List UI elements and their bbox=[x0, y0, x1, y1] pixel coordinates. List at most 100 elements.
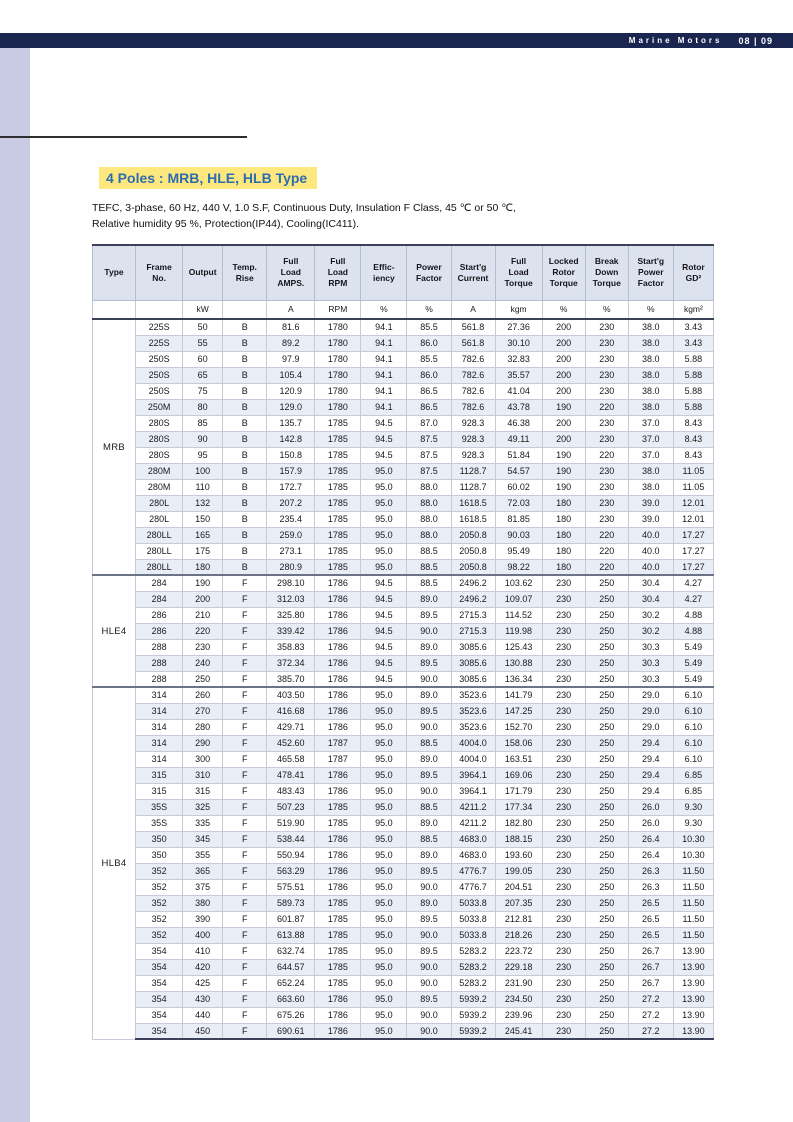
cell-full_load_torque: 147.25 bbox=[494, 702, 543, 720]
table-row: 280LL 165 B 259.0 1785 95.0 88.0 2050.8 90.03 180… bbox=[93, 526, 715, 544]
cell-efficiency: 95.0 bbox=[360, 766, 408, 784]
cell-full_load_torque: 152.70 bbox=[494, 718, 543, 736]
cell-full_load_rpm: 1780 bbox=[314, 318, 362, 336]
cell-temp_rise: B bbox=[222, 494, 268, 512]
cell-output: 345 bbox=[182, 830, 224, 848]
cell-full_load_amps: 690.61 bbox=[266, 1022, 316, 1040]
cell-full_load_amps: 97.9 bbox=[266, 350, 316, 368]
cell-starting_current: 3523.6 bbox=[450, 718, 496, 736]
table-row: 250S 65 B 105.4 1780 94.1 86.0 782.6 35.57 200 230… bbox=[93, 366, 715, 384]
cell-frame_no: 280LL bbox=[135, 526, 184, 544]
cell-locked_rotor_torque: 230 bbox=[541, 686, 586, 704]
cell-temp_rise: F bbox=[222, 974, 268, 992]
cell-frame_no: 280LL bbox=[135, 542, 184, 560]
cell-break_down_torque: 250 bbox=[584, 798, 629, 816]
cell-locked_rotor_torque: 230 bbox=[541, 894, 586, 912]
cell-starting_power_factor: 40.0 bbox=[627, 526, 674, 544]
cell-locked_rotor_torque: 230 bbox=[541, 910, 586, 928]
cell-output: 210 bbox=[182, 606, 224, 624]
cell-frame_no: 284 bbox=[135, 590, 184, 608]
cell-frame_no: 354 bbox=[135, 974, 184, 992]
cell-starting_current: 1618.5 bbox=[450, 510, 496, 528]
cell-temp_rise: B bbox=[222, 542, 268, 560]
cell-break_down_torque: 250 bbox=[584, 750, 629, 768]
cell-full_load_amps: 207.2 bbox=[266, 494, 316, 512]
cell-full_load_amps: 644.57 bbox=[266, 958, 316, 976]
cell-output: 300 bbox=[182, 750, 224, 768]
cell-output: 270 bbox=[182, 702, 224, 720]
cell-rotor_gd2: 9.30 bbox=[672, 798, 715, 816]
cell-starting_current: 3964.1 bbox=[450, 782, 496, 800]
cell-full_load_torque: 130.88 bbox=[494, 654, 543, 672]
cell-starting_power_factor: 26.5 bbox=[627, 910, 674, 928]
cell-full_load_rpm: 1780 bbox=[314, 382, 362, 400]
cell-rotor_gd2: 13.90 bbox=[672, 990, 715, 1008]
cell-frame_no: 280L bbox=[135, 494, 184, 512]
cell-full_load_amps: 589.73 bbox=[266, 894, 316, 912]
cell-starting_power_factor: 30.3 bbox=[627, 654, 674, 672]
cell-full_load_torque: 30.10 bbox=[494, 334, 543, 352]
cell-full_load_torque: 41.04 bbox=[494, 382, 543, 400]
cell-full_load_amps: 465.58 bbox=[266, 750, 316, 768]
cell-efficiency: 95.0 bbox=[360, 1022, 408, 1040]
cell-starting_current: 2050.8 bbox=[450, 542, 496, 560]
cell-temp_rise: F bbox=[222, 958, 268, 976]
cell-rotor_gd2: 8.43 bbox=[672, 446, 715, 464]
cell-break_down_torque: 250 bbox=[584, 734, 629, 752]
cell-starting_power_factor: 38.0 bbox=[627, 462, 674, 480]
cell-full_load_rpm: 1785 bbox=[314, 526, 362, 544]
cell-frame_no: 280S bbox=[135, 414, 184, 432]
cell-rotor_gd2: 13.90 bbox=[672, 958, 715, 976]
cell-efficiency: 94.5 bbox=[360, 574, 408, 592]
cell-full_load_rpm: 1786 bbox=[314, 1022, 362, 1040]
cell-full_load_torque: 218.26 bbox=[494, 926, 543, 944]
cell-efficiency: 94.5 bbox=[360, 670, 408, 688]
cell-full_load_rpm: 1786 bbox=[314, 686, 362, 704]
cell-full_load_rpm: 1786 bbox=[314, 638, 362, 656]
cell-full_load_amps: 550.94 bbox=[266, 846, 316, 864]
cell-rotor_gd2: 17.27 bbox=[672, 542, 715, 560]
cell-starting_current: 928.3 bbox=[450, 430, 496, 448]
col-unit-locked_rotor_torque: % bbox=[541, 299, 586, 320]
cell-rotor_gd2: 11.50 bbox=[672, 926, 715, 944]
cell-power_factor: 89.0 bbox=[406, 750, 452, 768]
cell-full_load_torque: 199.05 bbox=[494, 862, 543, 880]
cell-full_load_amps: 507.23 bbox=[266, 798, 316, 816]
cell-full_load_rpm: 1785 bbox=[314, 446, 362, 464]
cell-starting_power_factor: 26.5 bbox=[627, 926, 674, 944]
cell-temp_rise: F bbox=[222, 590, 268, 608]
cell-locked_rotor_torque: 230 bbox=[541, 798, 586, 816]
cell-frame_no: 315 bbox=[135, 782, 184, 800]
cell-output: 440 bbox=[182, 1006, 224, 1024]
cell-full_load_amps: 135.7 bbox=[266, 414, 316, 432]
cell-efficiency: 95.0 bbox=[360, 942, 408, 960]
table-row: 350 355 F 550.94 1786 95.0 89.0 4683.0 193.60 230… bbox=[93, 846, 715, 864]
cell-locked_rotor_torque: 230 bbox=[541, 1022, 586, 1040]
cell-starting_power_factor: 26.3 bbox=[627, 862, 674, 880]
cell-starting_current: 3085.6 bbox=[450, 670, 496, 688]
cell-full_load_amps: 403.50 bbox=[266, 686, 316, 704]
cell-starting_power_factor: 26.0 bbox=[627, 814, 674, 832]
col-header-break_down_torque: Break Down Torque bbox=[584, 244, 629, 301]
type-cell-HLE4: HLE4 bbox=[91, 574, 137, 688]
cell-locked_rotor_torque: 200 bbox=[541, 318, 586, 336]
col-header-efficiency: Effic- iency bbox=[360, 244, 408, 301]
cell-full_load_rpm: 1785 bbox=[314, 542, 362, 560]
header-row: Type Frame No. Output Temp. Rise Full Load A… bbox=[91, 244, 715, 301]
table-row: 288 250 F 385.70 1786 94.5 90.0 3085.6 136.34 230… bbox=[93, 670, 715, 688]
cell-locked_rotor_torque: 230 bbox=[541, 942, 586, 960]
cell-locked_rotor_torque: 190 bbox=[541, 478, 586, 496]
cell-frame_no: 352 bbox=[135, 910, 184, 928]
cell-full_load_torque: 32.83 bbox=[494, 350, 543, 368]
table-row: 288 240 F 372.34 1786 94.5 89.5 3085.6 130.88 230… bbox=[93, 654, 715, 672]
cell-output: 190 bbox=[182, 574, 224, 592]
cell-temp_rise: B bbox=[222, 414, 268, 432]
cell-starting_power_factor: 40.0 bbox=[627, 558, 674, 576]
cell-frame_no: 284 bbox=[135, 574, 184, 592]
cell-starting_current: 782.6 bbox=[450, 382, 496, 400]
cell-starting_power_factor: 26.7 bbox=[627, 974, 674, 992]
cell-full_load_amps: 652.24 bbox=[266, 974, 316, 992]
col-header-starting_power_factor: Start'g Power Factor bbox=[627, 244, 674, 301]
cell-temp_rise: F bbox=[222, 606, 268, 624]
cell-output: 310 bbox=[182, 766, 224, 784]
